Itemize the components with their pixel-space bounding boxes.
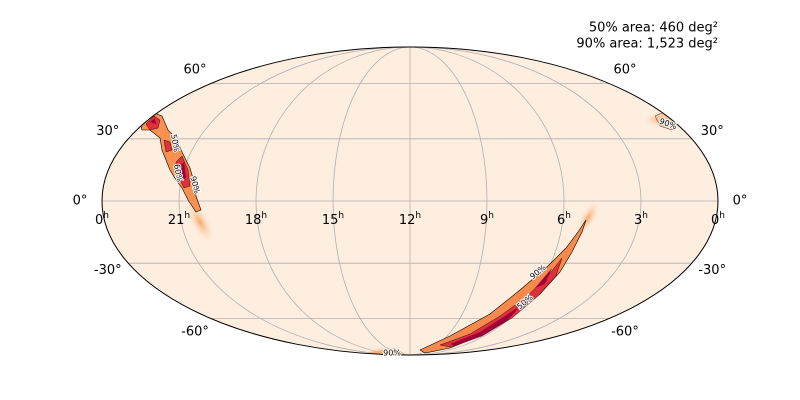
grid-line <box>255 47 411 355</box>
ra-tick-value: 21 <box>168 213 185 228</box>
dec-tick-label: 30° <box>96 124 119 139</box>
ra-tick-label: 15h <box>322 211 344 228</box>
ra-tick-value: 18 <box>245 213 262 228</box>
dec-tick-label: 60° <box>184 62 207 77</box>
ra-tick-label: 0h <box>95 211 109 228</box>
ra-tick-value: 0 <box>711 213 719 228</box>
area-annotation: 50% area: 460 deg² <box>589 21 718 36</box>
grid-line <box>409 47 488 355</box>
dec-tick-label: -30° <box>698 263 726 278</box>
ra-tick-value: 12 <box>399 213 416 228</box>
sky-border <box>101 46 719 356</box>
ra-tick-label: 3h <box>634 211 648 228</box>
grid-line <box>332 47 411 355</box>
ra-tick-unit: h <box>415 211 421 221</box>
ra-tick-value: 3 <box>634 213 642 228</box>
contour-label: 90% <box>383 349 401 358</box>
ra-tick-value: 0 <box>95 213 103 228</box>
dec-tick-label: 30° <box>701 124 724 139</box>
ra-tick-unit: h <box>719 211 725 221</box>
ra-tick-value: 9 <box>480 213 488 228</box>
ra-tick-label: 18h <box>245 211 267 228</box>
dec-tick-label: 60° <box>613 62 636 77</box>
contour-label: 60% <box>172 163 184 182</box>
dec-tick-label: -60° <box>611 325 639 340</box>
ra-tick-label: 12h <box>399 211 421 228</box>
grid-line <box>178 47 411 355</box>
ra-tick-value: 6 <box>557 213 565 228</box>
ra-tick-unit: h <box>338 211 344 221</box>
dec-tick-label: -60° <box>181 325 209 340</box>
ra-tick-unit: h <box>184 211 190 221</box>
ra-tick-unit: h <box>103 211 109 221</box>
grid-line <box>409 47 565 355</box>
ra-tick-unit: h <box>642 211 648 221</box>
ra-tick-label: 6h <box>557 211 571 228</box>
dec-tick-label: -30° <box>94 263 122 278</box>
contour-label: 50% <box>169 133 181 152</box>
ra-tick-label: 9h <box>480 211 494 228</box>
ra-tick-unit: h <box>261 211 267 221</box>
area-annotation: 90% area: 1,523 deg² <box>576 37 718 52</box>
ra-tick-unit: h <box>565 211 571 221</box>
grid-line <box>409 47 642 355</box>
dec-tick-label: 0° <box>73 194 88 209</box>
ra-tick-unit: h <box>488 211 494 221</box>
ra-tick-value: 15 <box>322 213 339 228</box>
dec-tick-label: 0° <box>733 194 748 209</box>
ra-tick-label: 0h <box>711 211 725 228</box>
ra-tick-label: 21h <box>168 211 190 228</box>
